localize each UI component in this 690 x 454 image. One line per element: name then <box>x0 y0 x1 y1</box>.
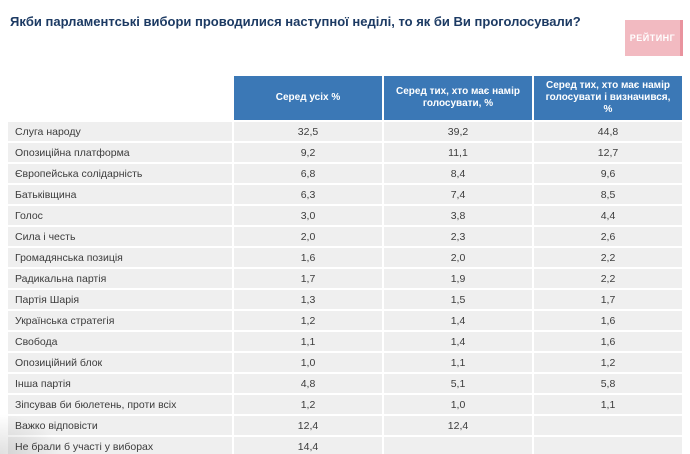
cell-value: 3,8 <box>384 206 532 225</box>
cell-value: 8,5 <box>534 185 682 204</box>
row-label: Громадянська позиція <box>8 248 232 267</box>
cell-value: 1,9 <box>384 269 532 288</box>
rating-group-logo: РЕЙТИНГ <box>625 20 683 56</box>
results-table: Серед усіх % Серед тих, хто має намір го… <box>8 76 682 454</box>
row-label: Голос <box>8 206 232 225</box>
cell-value <box>384 437 532 454</box>
column-header-all: Серед усіх % <box>234 76 382 120</box>
cell-value: 8,4 <box>384 164 532 183</box>
cell-value: 1,4 <box>384 311 532 330</box>
column-header-intend: Серед тих, хто має намір голосувати, % <box>384 76 532 120</box>
cell-value: 2,3 <box>384 227 532 246</box>
cell-value: 5,8 <box>534 374 682 393</box>
page-title: Якби парламентські вибори проводилися на… <box>10 14 581 29</box>
cell-value: 12,4 <box>384 416 532 435</box>
cell-value: 1,0 <box>384 395 532 414</box>
cell-value: 7,4 <box>384 185 532 204</box>
cell-value: 4,8 <box>234 374 382 393</box>
row-label: Сила і честь <box>8 227 232 246</box>
cell-value: 1,0 <box>234 353 382 372</box>
row-label: Не брали б участі у виборах <box>8 437 232 454</box>
cell-value: 6,3 <box>234 185 382 204</box>
cell-value: 14,4 <box>234 437 382 454</box>
cell-value: 1,1 <box>384 353 532 372</box>
cell-value: 1,6 <box>534 332 682 351</box>
cell-value: 5,1 <box>384 374 532 393</box>
cell-value: 2,0 <box>384 248 532 267</box>
column-header-decided: Серед тих, хто має намір голосувати і ви… <box>534 76 682 120</box>
cell-value <box>534 437 682 454</box>
row-label: Свобода <box>8 332 232 351</box>
cell-value: 1,1 <box>234 332 382 351</box>
cell-value: 1,7 <box>534 290 682 309</box>
cell-value: 3,0 <box>234 206 382 225</box>
row-label: Радикальна партія <box>8 269 232 288</box>
row-label: Батьківщина <box>8 185 232 204</box>
cell-value: 39,2 <box>384 122 532 141</box>
table-corner <box>8 76 232 120</box>
row-label: Інша партія <box>8 374 232 393</box>
cell-value: 6,8 <box>234 164 382 183</box>
cell-value: 1,2 <box>234 311 382 330</box>
row-label: Зіпсував би бюлетень, проти всіх <box>8 395 232 414</box>
cell-value: 2,0 <box>234 227 382 246</box>
cell-value: 1,2 <box>234 395 382 414</box>
row-label: Важко відповісти <box>8 416 232 435</box>
cell-value <box>534 416 682 435</box>
cell-value: 1,7 <box>234 269 382 288</box>
cell-value: 1,6 <box>534 311 682 330</box>
cell-value: 12,7 <box>534 143 682 162</box>
cell-value: 4,4 <box>534 206 682 225</box>
cell-value: 11,1 <box>384 143 532 162</box>
cell-value: 44,8 <box>534 122 682 141</box>
cell-value: 12,4 <box>234 416 382 435</box>
cell-value: 2,2 <box>534 248 682 267</box>
cell-value: 1,6 <box>234 248 382 267</box>
row-label: Опозиційний блок <box>8 353 232 372</box>
row-label: Партія Шарія <box>8 290 232 309</box>
cell-value: 1,2 <box>534 353 682 372</box>
cell-value: 9,6 <box>534 164 682 183</box>
cell-value: 9,2 <box>234 143 382 162</box>
cell-value: 1,3 <box>234 290 382 309</box>
cell-value: 1,5 <box>384 290 532 309</box>
cell-value: 1,4 <box>384 332 532 351</box>
cell-value: 32,5 <box>234 122 382 141</box>
cell-value: 1,1 <box>534 395 682 414</box>
cell-value: 2,2 <box>534 269 682 288</box>
row-label: Слуга народу <box>8 122 232 141</box>
row-label: Опозиційна платформа <box>8 143 232 162</box>
row-label: Українська стратегія <box>8 311 232 330</box>
row-label: Європейська солідарність <box>8 164 232 183</box>
cell-value: 2,6 <box>534 227 682 246</box>
